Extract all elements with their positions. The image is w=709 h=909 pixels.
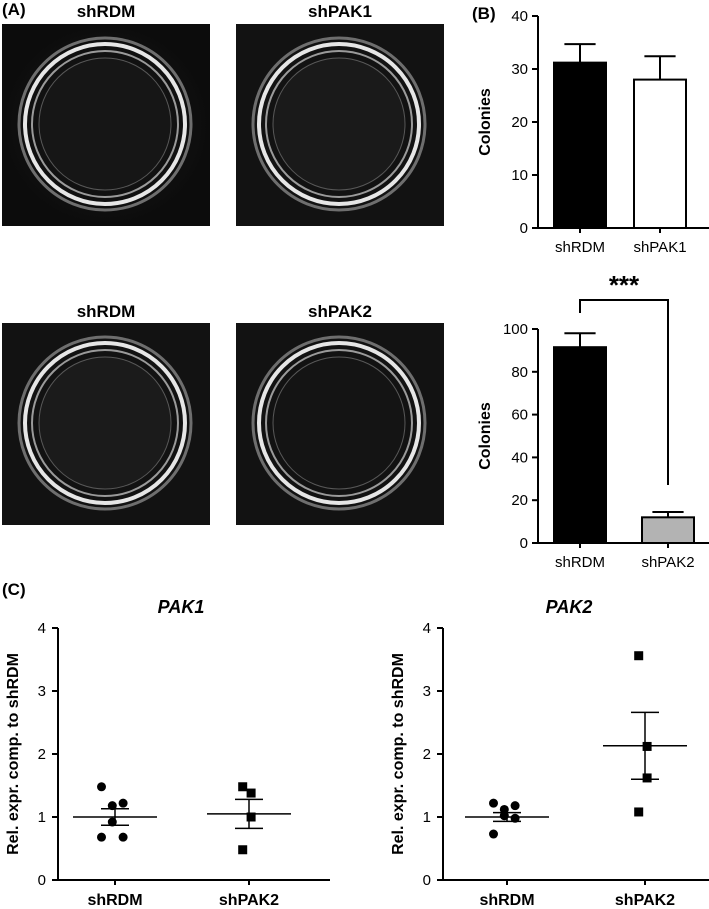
panel-label-c: (C) [2, 580, 26, 599]
data-point [238, 845, 248, 855]
y-tick-label: 0 [520, 220, 528, 237]
data-point [107, 817, 117, 827]
y-axis-label: Rel. expr. comp. to shRDM [390, 653, 407, 855]
data-point [238, 782, 248, 792]
y-tick-label: 80 [511, 364, 528, 381]
y-tick-label: 0 [38, 872, 46, 889]
data-point [246, 812, 256, 822]
data-point [246, 788, 256, 798]
data-point [97, 782, 106, 792]
y-tick-label: 20 [511, 492, 528, 509]
panel-label-b: (B) [472, 4, 496, 23]
data-point [118, 832, 128, 842]
y-tick-label: 2 [423, 746, 431, 763]
y-tick-label: 3 [423, 683, 431, 700]
y-tick-label: 3 [38, 683, 46, 700]
bar [553, 61, 607, 229]
x-tick-label: shPAK2 [641, 554, 694, 571]
data-point [510, 813, 520, 823]
y-tick-label: 100 [503, 321, 528, 338]
photo-title-bottom-right: shPAK2 [308, 302, 372, 321]
data-point [510, 801, 520, 811]
expression-scatter-pak2: PAK2 0 1 2 3 4 Rel. expr. comp. to shRDM shRDM s… [390, 597, 709, 909]
data-point [634, 651, 644, 661]
significance-bracket [579, 299, 669, 485]
x-tick-label: shPAK1 [633, 239, 686, 256]
data-point [642, 773, 652, 783]
y-tick-label: 10 [511, 167, 528, 184]
colonies-bar-chart-pak1: 0 10 20 30 40 shRDM shPAK1 Colonies [477, 8, 709, 256]
y-tick-label: 40 [511, 449, 528, 466]
photo-title-bottom-left: shRDM [76, 302, 136, 321]
dish-photo-top-right [236, 24, 444, 226]
dish-photo-top-left [2, 24, 210, 226]
y-tick-label: 20 [511, 114, 528, 131]
data-point [107, 801, 117, 811]
data-point [634, 807, 644, 817]
x-tick-label: shRDM [87, 892, 142, 909]
data-point [499, 811, 509, 821]
chart-title: PAK1 [158, 597, 205, 617]
colonies-bar-chart-pak2: 0 20 40 60 80 100 shRDM shPAK2 Colonies *** [477, 270, 709, 571]
y-tick-label: 2 [38, 746, 46, 763]
y-axis-label: Rel. expr. comp. to shRDM [5, 653, 22, 855]
photo-title-top-left: shRDM [76, 2, 136, 21]
bar [553, 346, 607, 544]
data-point [642, 741, 652, 751]
y-tick-label: 1 [38, 809, 46, 826]
y-tick-label: 30 [511, 61, 528, 78]
y-axis-label: Colonies [477, 88, 494, 156]
y-tick-label: 0 [520, 535, 528, 552]
data-point [489, 829, 498, 839]
bar [641, 516, 695, 545]
dish-photo-bottom-left [2, 323, 210, 525]
data-point [97, 832, 106, 842]
y-tick-label: 1 [423, 809, 431, 826]
dish-photo-bottom-right [236, 323, 444, 525]
bar [633, 78, 687, 229]
y-tick-label: 4 [38, 620, 46, 637]
y-tick-label: 40 [511, 8, 528, 25]
x-tick-label: shRDM [555, 554, 605, 571]
x-tick-label: shRDM [479, 892, 534, 909]
x-tick-label: shRDM [555, 239, 605, 256]
y-tick-label: 0 [423, 872, 431, 889]
chart-title: PAK2 [546, 597, 593, 617]
significance-stars: *** [609, 270, 640, 300]
photo-title-top-right: shPAK1 [308, 2, 372, 21]
x-tick-label: shPAK2 [219, 892, 279, 909]
data-point [489, 798, 498, 808]
expression-scatter-pak1: PAK1 0 1 2 3 4 Rel. expr. comp. to shRDM shRDM s… [5, 597, 330, 909]
data-point [499, 804, 509, 814]
y-axis-label: Colonies [477, 402, 494, 470]
panel-label-a: (A) [2, 0, 26, 19]
x-tick-label: shPAK2 [615, 892, 675, 909]
data-point [118, 798, 128, 808]
y-tick-label: 4 [423, 620, 431, 637]
y-tick-label: 60 [511, 407, 528, 424]
